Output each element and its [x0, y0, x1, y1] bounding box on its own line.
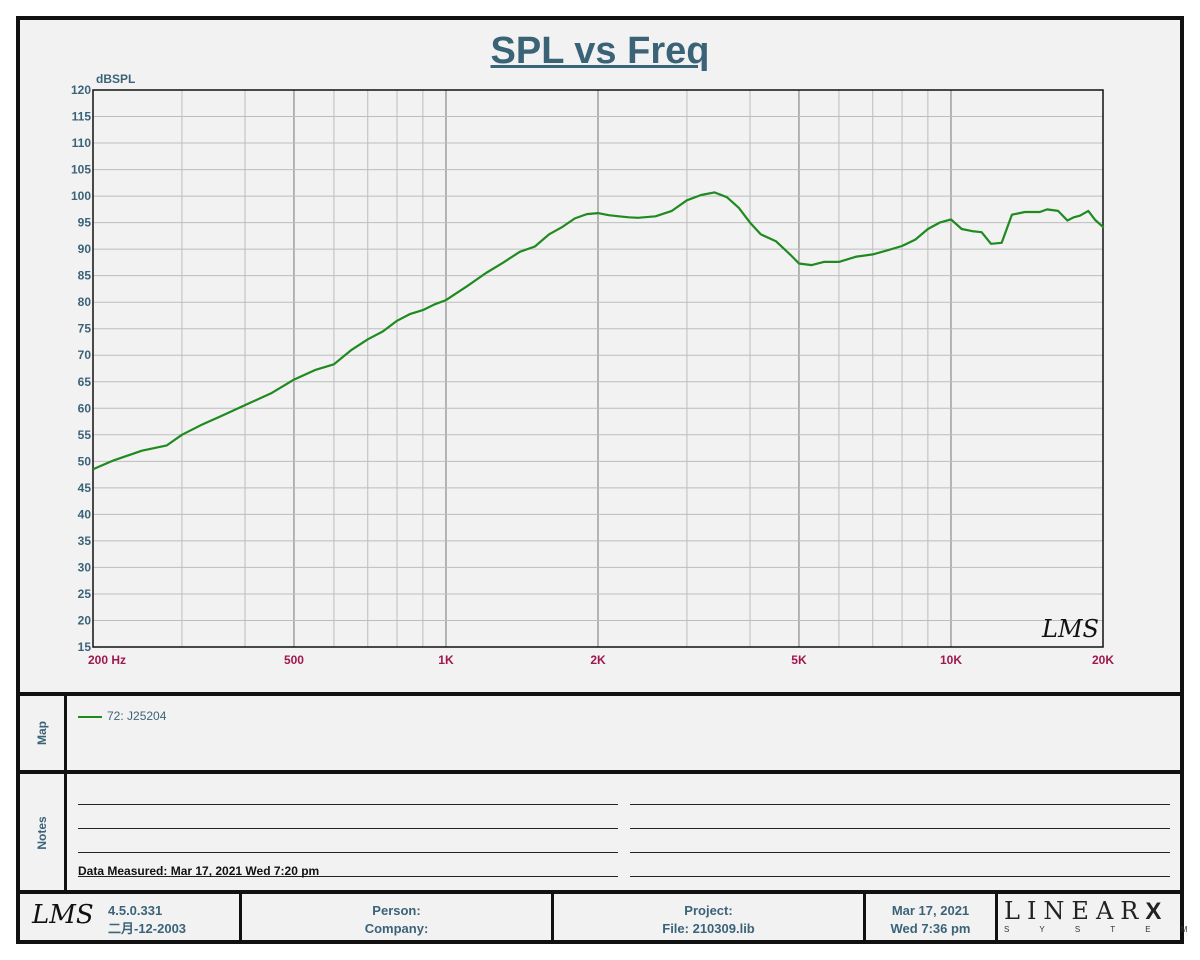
separator-notes-top — [20, 770, 1180, 774]
x-tick-label: 5K — [791, 653, 807, 667]
x-tick-label: 10K — [940, 653, 962, 667]
x-tick-label: 200 Hz — [88, 653, 126, 667]
y-tick-label: 120 — [71, 83, 91, 97]
note-line[interactable] — [78, 852, 618, 853]
y-tick-label: 70 — [78, 348, 92, 362]
note-line[interactable] — [630, 852, 1170, 853]
y-tick-label: 115 — [72, 110, 92, 124]
date-cell: Mar 17, 2021 Wed 7:36 pm — [866, 896, 995, 940]
project-label: Project: — [684, 903, 733, 918]
y-tick-label: 30 — [78, 560, 92, 574]
person-cell: Person: Company: — [242, 896, 551, 940]
y-tick-label: 105 — [71, 163, 91, 177]
y-tick-label: 55 — [78, 428, 92, 442]
project-cell: Project: File: 210309.lib — [554, 896, 863, 940]
x-tick-label: 2K — [590, 653, 606, 667]
panel-label-divider — [64, 696, 67, 890]
data-measured-text: Data Measured: Mar 17, 2021 Wed 7:20 pm — [78, 864, 320, 878]
chart-title: SPL vs Freq — [490, 30, 710, 72]
footer-divider — [995, 894, 998, 940]
plot-border — [92, 89, 1104, 648]
plot-lms-logo: LMS — [1041, 615, 1099, 643]
brand-x: X — [1145, 898, 1162, 925]
brand-name: LINEAR — [1004, 897, 1146, 925]
footer-divider — [551, 894, 554, 940]
separator-map-top — [20, 692, 1180, 696]
version-number: 4.5.0.331 — [108, 903, 163, 918]
y-tick-label: 60 — [78, 401, 92, 415]
y-tick-label: 40 — [78, 507, 92, 521]
y-tick-label: 25 — [78, 587, 92, 601]
note-line[interactable] — [630, 876, 1170, 877]
y-tick-label: 85 — [78, 269, 92, 283]
footer-date: Mar 17, 2021 — [891, 903, 970, 918]
x-tick-label: 20K — [1092, 653, 1114, 667]
separator-footer-top — [20, 890, 1180, 894]
y-tick-label: 80 — [78, 295, 92, 309]
footer-lms-logo: LMS — [32, 900, 94, 930]
y-tick-label: 20 — [78, 613, 92, 627]
y-tick-label: 50 — [78, 454, 92, 468]
y-tick-label: 110 — [72, 136, 92, 150]
y-tick-labels: 120 115 110 105 100 95 90 85 80 75 70 65 60 55 50 45 40 3… — [71, 83, 91, 654]
footer-time: Wed 7:36 pm — [890, 921, 971, 936]
spl-chart: 120 115 110 105 100 95 90 85 80 75 70 65 60 55 50 45 40 3… — [71, 72, 1114, 667]
note-line[interactable] — [78, 876, 618, 877]
y-axis-label: dBSPL — [96, 72, 135, 86]
note-line[interactable] — [78, 804, 618, 805]
y-tick-label: 15 — [78, 640, 92, 654]
y-tick-label: 75 — [78, 322, 92, 336]
notes-panel-label: Notes — [35, 816, 49, 850]
legend-line-swatch — [78, 716, 102, 718]
series-line — [92, 191, 1105, 471]
person-label: Person: — [372, 903, 421, 918]
y-tick-label: 100 — [71, 189, 91, 203]
y-tick-label: 95 — [78, 216, 92, 230]
note-line[interactable] — [630, 828, 1170, 829]
y-tick-label: 65 — [78, 375, 92, 389]
y-tick-label: 90 — [78, 242, 92, 256]
footer-divider — [863, 894, 866, 940]
version-block: 4.5.0.331 二月-12-2003 — [108, 902, 186, 938]
brand-subtitle: S Y S T E M S — [1004, 925, 1200, 934]
version-date: 二月-12-2003 — [108, 921, 187, 936]
note-line[interactable] — [78, 828, 618, 829]
report-frame — [16, 16, 1184, 944]
y-tick-label: 35 — [78, 534, 92, 548]
x-tick-labels: 200 Hz 500 1K 2K 5K 10K 20K — [88, 653, 1114, 667]
y-tick-label: 45 — [78, 481, 92, 495]
horizontal-grid — [93, 116, 1103, 621]
legend-entry: 72: J25204 — [107, 709, 167, 723]
vertical-grid — [181, 90, 952, 647]
x-tick-label: 1K — [438, 653, 454, 667]
company-label: Company: — [364, 921, 429, 936]
footer-divider — [239, 894, 242, 940]
map-panel-label: Map — [35, 721, 49, 745]
linearx-brand: LINEARX S Y S T E M S — [1004, 897, 1200, 935]
note-line[interactable] — [630, 804, 1170, 805]
x-tick-label: 500 — [284, 653, 304, 667]
file-label: File: 210309.lib — [662, 921, 755, 936]
series-group — [92, 191, 1105, 471]
